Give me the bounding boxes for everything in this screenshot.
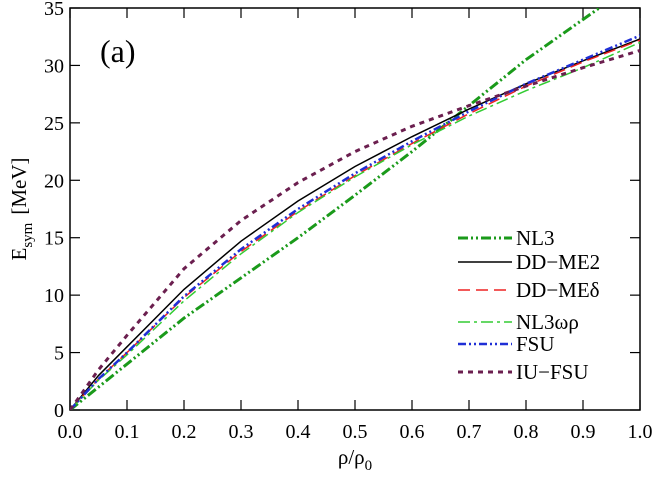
y-tick-label: 10	[44, 285, 64, 307]
series-line	[70, 49, 640, 410]
x-axis-label: ρ/ρ0	[338, 445, 372, 474]
annotation: (a)	[100, 33, 136, 69]
x-tick-label: 0.0	[58, 421, 83, 443]
legend-label: IU−FSU	[516, 360, 589, 384]
y-tick-label: 30	[44, 55, 64, 77]
x-tick-label: 0.1	[115, 421, 140, 443]
y-tick-label: 5	[54, 343, 64, 365]
series-line	[70, 34, 640, 410]
x-tick-label: 0.9	[571, 421, 596, 443]
y-label-main: E	[7, 248, 31, 261]
x-tick-label: 0.5	[343, 421, 368, 443]
legend-label: NL3	[516, 226, 555, 250]
x-tick-label: 0.6	[400, 421, 425, 443]
x-label-sub: 0	[365, 458, 373, 474]
series-line	[70, 41, 640, 410]
y-tick-label: 0	[54, 400, 64, 422]
x-tick-label: 0.7	[457, 421, 482, 443]
x-label-main: ρ/ρ	[338, 445, 365, 469]
y-tick-label: 20	[44, 170, 64, 192]
legend-label: FSU	[516, 332, 555, 356]
plot-area	[70, 8, 640, 410]
x-tick-label: 0.4	[286, 421, 311, 443]
y-tick-label: 35	[44, 0, 64, 20]
y-label-sub: sym	[20, 222, 36, 247]
y-axis-label: Esym [MeV]	[7, 158, 36, 261]
x-tick-label: 1.0	[628, 421, 653, 443]
x-tick-label: 0.8	[514, 421, 539, 443]
legend-label: DD−MEδ	[516, 278, 600, 302]
y-tick-label: 25	[44, 113, 64, 135]
legend-label: NL3ωρ	[516, 310, 579, 334]
series-line	[70, 38, 640, 410]
x-tick-label: 0.2	[172, 421, 197, 443]
x-tick-label: 0.3	[229, 421, 254, 443]
y-label-unit: [MeV]	[7, 158, 31, 215]
y-tick-label: 15	[44, 228, 64, 250]
legend-label: DD−ME2	[516, 250, 600, 274]
